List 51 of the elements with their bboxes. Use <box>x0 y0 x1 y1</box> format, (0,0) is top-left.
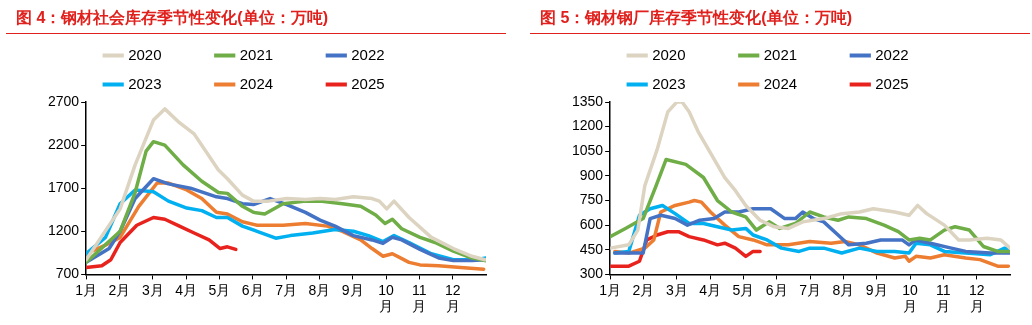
x-tick-label: 12月 <box>968 281 985 315</box>
x-tick-label: 1月 <box>75 281 98 298</box>
legend-label: 2022 <box>875 45 951 63</box>
legend-label: 2020 <box>652 45 728 63</box>
legend-label: 2023 <box>652 74 728 92</box>
y-tick-label: 700 <box>55 265 80 282</box>
legend-label: 2025 <box>875 74 951 92</box>
x-tick-label: 5月 <box>732 281 755 298</box>
x-tick-label: 11月 <box>936 281 951 315</box>
legend-label: 2020 <box>128 45 204 63</box>
x-tick-label: 3月 <box>665 281 688 298</box>
x-tick-label: 3月 <box>141 281 164 298</box>
x-tick-label: 11月 <box>412 281 427 315</box>
y-tick-label: 450 <box>579 240 604 257</box>
x-tick-label: 7月 <box>275 281 297 298</box>
chart-title: 图 4：钢材社会库存季节性变化(单位：万吨) <box>6 4 506 34</box>
x-tick-label: 10月 <box>902 281 919 315</box>
x-tick-label: 9月 <box>865 281 888 298</box>
y-tick-label: 2700 <box>47 92 80 109</box>
x-tick-label: 4月 <box>175 281 198 298</box>
legend-label: 2022 <box>351 45 427 63</box>
y-tick-label: 1700 <box>47 179 80 196</box>
x-tick-label: 2月 <box>108 281 131 298</box>
y-tick-label: 750 <box>579 191 604 208</box>
x-tick-label: 6月 <box>765 281 788 298</box>
legend-label: 2024 <box>239 74 315 92</box>
x-tick-label: 2月 <box>632 281 655 298</box>
x-tick-label: 4月 <box>699 281 722 298</box>
legend-label: 2025 <box>351 74 427 92</box>
chart-title: 图 5：钢材钢厂库存季节性变化(单位：万吨) <box>530 4 1030 34</box>
x-tick-label: 1月 <box>599 281 622 298</box>
y-tick-label: 900 <box>579 166 604 183</box>
y-tick-label: 1200 <box>571 117 604 134</box>
legend-label: 2024 <box>763 74 839 92</box>
y-tick-label: 1200 <box>47 222 80 239</box>
x-tick-label: 6月 <box>241 281 264 298</box>
legend-label: 2021 <box>239 45 315 63</box>
y-tick-label: 2200 <box>47 135 80 152</box>
x-tick-label: 8月 <box>832 281 855 298</box>
y-tick-label: 600 <box>579 216 604 232</box>
x-tick-label: 12月 <box>444 281 461 315</box>
x-tick-label: 10月 <box>378 281 395 315</box>
y-tick-label: 300 <box>579 265 604 282</box>
x-tick-label: 9月 <box>341 281 364 298</box>
x-tick-label: 7月 <box>799 281 821 298</box>
y-tick-label: 1050 <box>571 142 604 159</box>
x-tick-label: 8月 <box>308 281 331 298</box>
legend-label: 2021 <box>763 45 839 63</box>
legend-label: 2023 <box>128 74 204 92</box>
y-tick-label: 1350 <box>571 92 604 109</box>
x-tick-label: 5月 <box>208 281 231 298</box>
